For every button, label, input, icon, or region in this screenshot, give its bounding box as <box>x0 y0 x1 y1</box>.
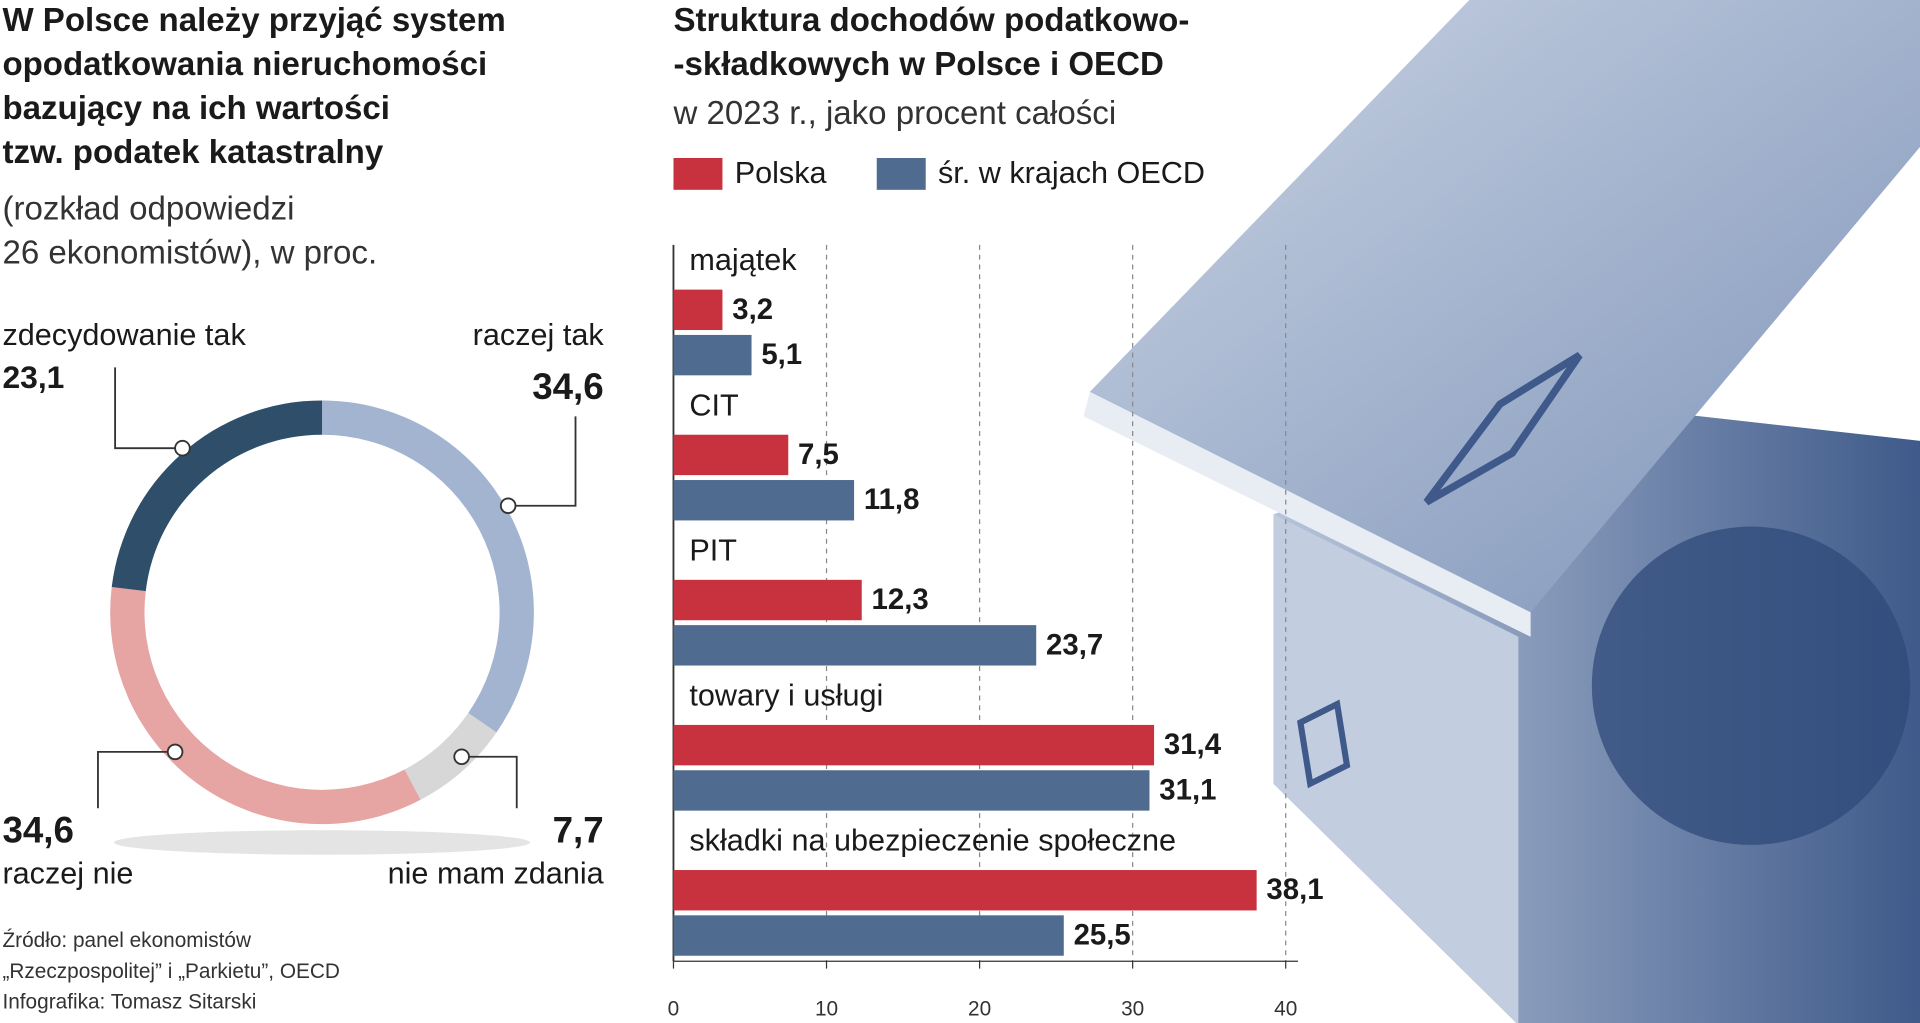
donut-segment <box>404 712 497 800</box>
leader-dot <box>174 439 191 457</box>
bar <box>673 480 855 521</box>
donut-segment <box>322 400 534 733</box>
value-label: 12,3 <box>872 583 929 616</box>
legend-label: Polska <box>735 156 828 190</box>
value-label: 23,7 <box>1046 628 1103 661</box>
leader-dot <box>166 743 184 761</box>
chart-subtitle: w 2023 r., jako procent całości <box>672 95 1116 132</box>
chart-subtitle: 26 ekonomistów), w proc. <box>2 234 377 271</box>
value-label: 31,1 <box>1159 773 1216 806</box>
value-label: 34,6 <box>532 366 603 407</box>
value-label: 5,1 <box>761 338 802 371</box>
leader-line <box>114 367 183 450</box>
donut-segment <box>110 587 421 825</box>
value-label: 11,8 <box>864 483 920 516</box>
value-label: 7,7 <box>553 809 604 850</box>
bar <box>673 724 1155 766</box>
chart-title: Struktura dochodów podatkowo- <box>673 2 1189 39</box>
bar <box>673 434 789 476</box>
category-label: nie mam zdania <box>388 857 605 891</box>
category-label: składki na ubezpieczenie społeczne <box>689 824 1176 858</box>
category-label: PIT <box>689 533 737 567</box>
category-label: raczej tak <box>473 318 605 352</box>
x-tick-label: 40 <box>1274 998 1297 1021</box>
leader-line <box>508 416 577 507</box>
x-tick-label: 0 <box>668 998 680 1021</box>
source-note: „Rzeczpospolitej” i „Parkietu”, OECD <box>2 960 339 983</box>
value-label: 25,5 <box>1074 919 1131 952</box>
leader-dot <box>499 497 517 515</box>
bar <box>673 579 862 621</box>
category-label: CIT <box>689 388 738 422</box>
category-label: towary i usługi <box>689 678 883 712</box>
leader-dot <box>453 748 470 766</box>
value-label: 7,5 <box>798 438 839 471</box>
value-label: 3,2 <box>732 293 773 326</box>
chart-subtitle: (rozkład odpowiedzi <box>2 190 294 227</box>
bar <box>673 915 1064 956</box>
legend-swatch <box>876 157 926 190</box>
value-label: 23,1 <box>2 359 64 395</box>
source-note: Źródło: panel ekonomistów <box>2 929 252 952</box>
x-tick-label: 10 <box>815 998 838 1021</box>
value-label: 31,4 <box>1164 728 1222 761</box>
value-label: 38,1 <box>1266 873 1323 906</box>
bar <box>673 770 1150 811</box>
donut-shadow <box>113 830 531 855</box>
chart-title: W Polsce należy przyjąć system <box>2 2 505 39</box>
banknote-house-illustration <box>1083 0 1920 1023</box>
chart-title: bazujący na ich wartości <box>2 90 390 127</box>
donut-segment <box>111 400 323 592</box>
bar <box>673 334 752 376</box>
legend-swatch <box>673 157 723 190</box>
category-label: zdecydowanie tak <box>2 318 246 352</box>
leader-line <box>461 755 518 809</box>
value-label: 34,6 <box>2 809 73 850</box>
category-label: raczej nie <box>2 857 133 891</box>
bar <box>673 870 1257 911</box>
chart-title: -składkowych w Polsce i OECD <box>673 46 1163 83</box>
legend-label: śr. w krajach OECD <box>938 156 1205 190</box>
chart-title: opodatkowania nieruchomości <box>2 46 487 83</box>
category-label: majątek <box>689 243 797 277</box>
leader-line <box>97 750 176 809</box>
bar <box>673 289 723 331</box>
bar <box>673 625 1037 666</box>
chart-title: tzw. podatek katastralny <box>2 134 383 171</box>
source-note: Infografika: Tomasz Sitarski <box>2 990 256 1013</box>
x-tick-label: 30 <box>1121 998 1144 1021</box>
x-tick-label: 20 <box>968 998 991 1021</box>
